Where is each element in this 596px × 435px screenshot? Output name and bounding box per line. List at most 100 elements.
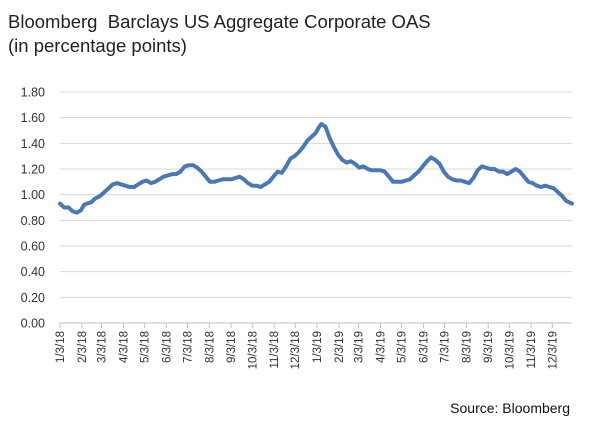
- data-point: [378, 168, 382, 172]
- data-point: [115, 181, 119, 185]
- data-point: [102, 190, 106, 194]
- y-tick-label: 0.40: [21, 265, 45, 279]
- data-point: [454, 178, 459, 183]
- data-point: [442, 170, 446, 174]
- data-point: [509, 170, 513, 174]
- data-point: [492, 167, 497, 171]
- y-tick-label: 1.60: [21, 111, 45, 125]
- data-point: [518, 170, 522, 174]
- y-tick-label: 0.20: [21, 291, 45, 305]
- data-point: [145, 178, 149, 183]
- data-point: [505, 172, 509, 176]
- data-point: [309, 135, 313, 139]
- data-point: [140, 180, 144, 184]
- data-point: [564, 199, 569, 203]
- data-point: [480, 164, 484, 168]
- data-point: [79, 208, 83, 212]
- data-point: [353, 162, 357, 166]
- data-point: [340, 158, 344, 162]
- y-tick-label: 0.00: [21, 317, 45, 331]
- x-tick-label: 8/3/18: [204, 331, 216, 363]
- data-point: [319, 122, 323, 126]
- data-point: [98, 194, 102, 198]
- y-tick-label: 1.00: [21, 188, 45, 202]
- data-point: [421, 164, 425, 168]
- data-point: [556, 190, 560, 194]
- x-tick-label: 4/3/18: [118, 331, 130, 363]
- data-point: [332, 145, 336, 149]
- data-point: [391, 180, 395, 184]
- y-tick-label: 0.80: [21, 214, 45, 228]
- x-tick-label: 5/3/18: [140, 331, 152, 363]
- x-tick-label: 11/3/19: [526, 331, 538, 369]
- data-point: [178, 170, 182, 174]
- data-point: [361, 164, 366, 168]
- data-point: [429, 155, 433, 159]
- data-point: [195, 166, 199, 170]
- data-point: [254, 184, 259, 188]
- data-point: [370, 168, 374, 172]
- data-point: [161, 175, 166, 179]
- data-point: [497, 170, 501, 174]
- data-point: [62, 205, 66, 210]
- chart-source: Source: Bloomberg: [450, 400, 570, 416]
- x-tick-label: 8/3/19: [461, 331, 473, 363]
- y-axis: 0.00 0.20 0.40 0.60 0.80 1.00 1.20 1.40 1.60 1.80: [21, 86, 45, 331]
- data-point: [400, 180, 404, 184]
- data-point: [136, 182, 140, 186]
- x-tick-label: 9/3/19: [483, 331, 495, 363]
- data-point: [476, 168, 480, 172]
- y-tick-label: 1.40: [21, 137, 45, 151]
- data-point: [233, 176, 237, 180]
- data-point: [349, 159, 353, 163]
- data-point: [547, 185, 552, 189]
- chart-title-block: Bloomberg Barclays US Aggregate Corporat…: [8, 10, 568, 58]
- data-point: [366, 167, 370, 171]
- x-tick-label: 2/3/18: [77, 331, 89, 363]
- data-point: [229, 177, 233, 181]
- data-point: [71, 209, 75, 213]
- data-point: [107, 186, 111, 190]
- data-point: [412, 173, 416, 177]
- x-tick-label: 7/3/19: [440, 331, 452, 363]
- data-point: [250, 184, 254, 188]
- data-point: [284, 164, 288, 168]
- x-tick-label: 10/3/18: [247, 331, 259, 369]
- data-point: [305, 139, 309, 143]
- x-tick-label: 6/3/18: [161, 331, 173, 363]
- data-point: [425, 159, 429, 163]
- x-tick-label: 5/3/19: [397, 331, 409, 363]
- data-point: [271, 175, 275, 179]
- data-point: [238, 175, 242, 179]
- y-tick-label: 1.20: [21, 163, 45, 177]
- x-tick-label: 1/3/19: [312, 331, 324, 363]
- data-point: [246, 181, 250, 185]
- data-point: [259, 185, 263, 189]
- x-tick-label: 12/3/18: [290, 331, 302, 369]
- data-point: [471, 176, 475, 180]
- data-point: [531, 181, 535, 185]
- data-point: [200, 170, 204, 174]
- data-point: [408, 177, 412, 181]
- data-point: [276, 170, 280, 174]
- data-point: [357, 166, 361, 170]
- data-point: [216, 178, 221, 183]
- data-point: [204, 175, 208, 179]
- data-point: [314, 131, 318, 135]
- data-point: [463, 180, 467, 184]
- x-tick-label: 7/3/18: [182, 331, 194, 363]
- x-tick-label: 6/3/19: [418, 331, 430, 363]
- data-point: [345, 161, 349, 165]
- data-point: [85, 202, 89, 206]
- data-point: [438, 162, 442, 166]
- data-point: [543, 184, 547, 188]
- data-point: [560, 194, 564, 198]
- data-point: [132, 185, 136, 189]
- data-point: [446, 175, 450, 179]
- data-point: [316, 126, 321, 130]
- data-point: [387, 175, 391, 179]
- y-tick-label: 1.80: [21, 86, 45, 100]
- data-point: [526, 180, 530, 184]
- data-point: [128, 185, 132, 189]
